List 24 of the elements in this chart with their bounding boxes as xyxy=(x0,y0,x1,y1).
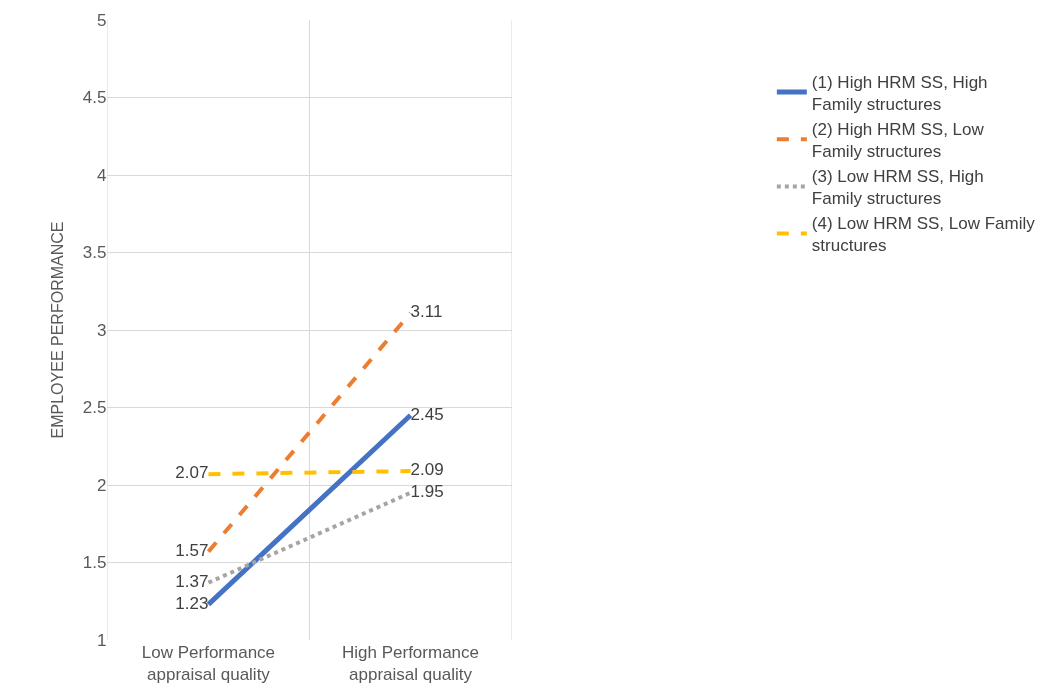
y-tick-label: 2 xyxy=(96,475,107,495)
y-tick-label: 3 xyxy=(96,320,107,340)
y-tick-label: 1.5 xyxy=(82,553,107,573)
data-label: 2.45 xyxy=(410,404,444,424)
y-tick-label: 5 xyxy=(96,10,107,30)
data-label: 2.07 xyxy=(175,463,209,483)
legend-label: (3) Low HRM SS, High Family structures xyxy=(811,166,984,209)
data-label: 2.09 xyxy=(410,460,444,480)
data-label: 1.23 xyxy=(175,593,209,613)
legend-label: (1) High HRM SS, High Family structures xyxy=(811,72,988,114)
y-tick-label: 4.5 xyxy=(82,88,107,108)
y-axis-title: EMPLOYEE PERFORMANCE xyxy=(48,221,66,439)
x-tick-label: Low Performance appraisal quality xyxy=(141,643,276,685)
data-label: 1.57 xyxy=(175,540,209,560)
y-tick-label: 3.5 xyxy=(82,243,107,263)
x-tick-label: High Performance appraisal quality xyxy=(342,643,480,685)
data-label: 1.37 xyxy=(175,571,209,591)
y-tick-label: 1 xyxy=(96,630,107,650)
y-tick-label: 2.5 xyxy=(82,398,107,418)
legend-label: (4) Low HRM SS, Low Family structures xyxy=(811,214,1036,256)
data-label: 1.95 xyxy=(410,482,444,501)
legend-label: (2) High HRM SS, Low Family structures xyxy=(811,119,985,161)
y-tick-label: 4 xyxy=(96,165,107,185)
data-label: 3.11 xyxy=(410,302,443,322)
